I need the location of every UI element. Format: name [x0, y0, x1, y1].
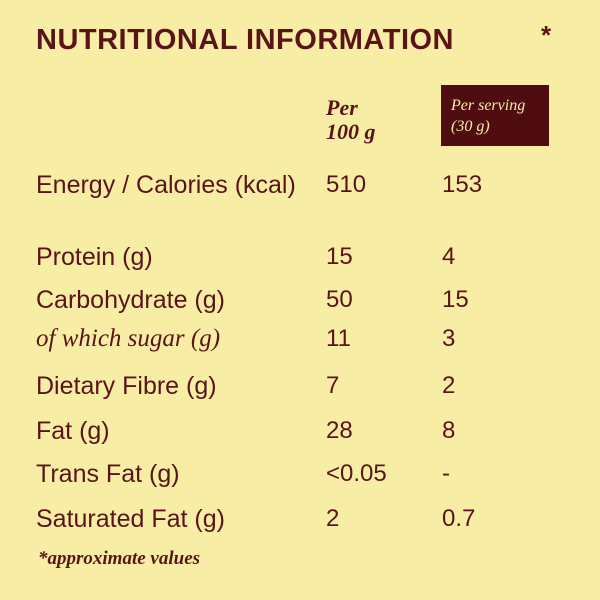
row-label: Saturated Fat (g): [36, 505, 225, 533]
row-label: Dietary Fibre (g): [36, 372, 217, 400]
row-value-per-100g: 2: [326, 505, 340, 532]
column-header-per-serving: Per serving (30 g): [441, 85, 549, 146]
column-header-per-100g-line1: Per: [326, 95, 358, 120]
row-value-per-serving: -: [442, 460, 450, 487]
row-value-per-serving: 2: [442, 372, 456, 399]
column-header-per-100g-line2: 100 g: [326, 119, 376, 144]
row-value-per-100g: 7: [326, 372, 340, 399]
row-label: Carbohydrate (g): [36, 286, 225, 314]
column-header-per-serving-line2: (30 g): [451, 118, 490, 135]
column-header-per-serving-line1: Per serving: [451, 97, 526, 114]
row-value-per-serving: 0.7: [442, 505, 476, 532]
row-value-per-100g: 510: [326, 171, 367, 198]
row-value-per-100g: 28: [326, 417, 353, 444]
page-title: NUTRITIONAL INFORMATION: [36, 24, 454, 56]
row-value-per-serving: 15: [442, 286, 469, 313]
row-label: Energy / Calories (kcal): [36, 171, 296, 199]
row-value-per-serving: 153: [442, 171, 483, 198]
row-label: of which sugar (g): [36, 325, 221, 352]
row-value-per-serving: 3: [442, 325, 456, 352]
footnote: *approximate values: [38, 548, 201, 569]
row-value-per-100g: 50: [326, 286, 353, 313]
row-label: Trans Fat (g): [36, 460, 180, 488]
row-value-per-100g: <0.05: [326, 460, 387, 487]
row-value-per-serving: 4: [442, 243, 456, 270]
column-header-per-100g: Per 100 g: [326, 96, 416, 144]
row-value-per-100g: 15: [326, 243, 353, 270]
row-value-per-serving: 8: [442, 417, 456, 444]
title-asterisk: *: [541, 20, 552, 50]
row-label: Protein (g): [36, 243, 153, 271]
row-label: Fat (g): [36, 417, 110, 445]
row-value-per-100g: 11: [326, 325, 351, 352]
